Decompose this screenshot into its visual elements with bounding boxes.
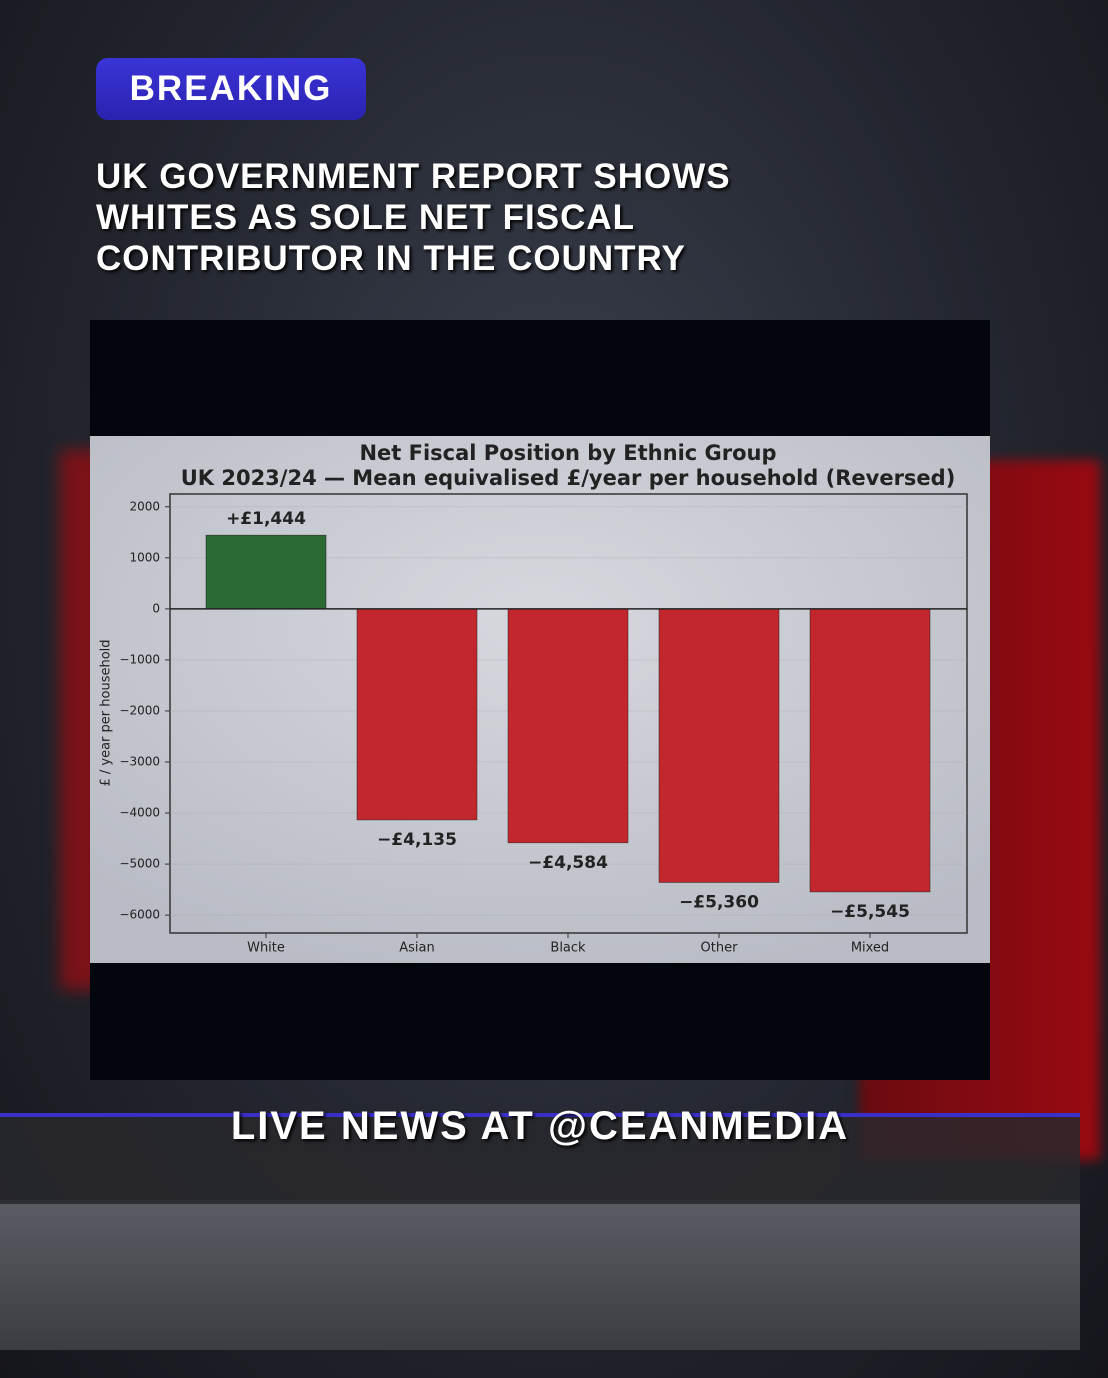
bar <box>658 608 780 883</box>
bar <box>809 608 931 893</box>
footer-bar <box>0 1113 1080 1204</box>
y-axis-label: £ / year per household <box>99 639 114 786</box>
y-tick-label: −5000 <box>119 857 160 871</box>
value-label: −£5,545 <box>830 902 910 922</box>
y-tick-label: −1000 <box>119 652 160 666</box>
y-tick-label: −4000 <box>119 806 160 820</box>
x-tick-label: Mixed <box>851 941 889 956</box>
background-panel <box>0 1200 1080 1350</box>
x-tick-label: Black <box>550 941 586 956</box>
y-tick-label: −6000 <box>119 908 160 922</box>
value-label: −£5,360 <box>679 892 759 912</box>
y-tick-label: 0 <box>152 601 160 615</box>
x-tick-label: Other <box>701 941 739 956</box>
bar <box>507 608 629 844</box>
value-label: −£4,135 <box>377 830 457 850</box>
footer-text: LIVE NEWS AT @CEANMEDIA <box>230 1104 850 1148</box>
bar <box>205 534 327 610</box>
y-tick-label: 2000 <box>129 499 160 513</box>
headline: UK GOVERNMENT REPORT SHOWS WHITES AS SOL… <box>96 157 731 278</box>
value-label: −£4,584 <box>528 853 608 873</box>
chart: Net Fiscal Position by Ethnic Group UK 2… <box>90 320 990 1080</box>
bar <box>356 608 478 821</box>
x-tick-label: Asian <box>399 941 434 956</box>
y-tick-label: −2000 <box>119 703 160 717</box>
y-tick-label: −3000 <box>119 754 160 768</box>
y-tick-label: 1000 <box>129 550 160 564</box>
x-tick-label: White <box>247 941 285 956</box>
chart-subtitle: UK 2023/24 — Mean equivalised £/year per… <box>181 466 956 490</box>
chart-title: Net Fiscal Position by Ethnic Group <box>359 441 776 465</box>
breaking-badge: BREAKING <box>96 58 366 120</box>
value-label: +£1,444 <box>226 509 306 529</box>
